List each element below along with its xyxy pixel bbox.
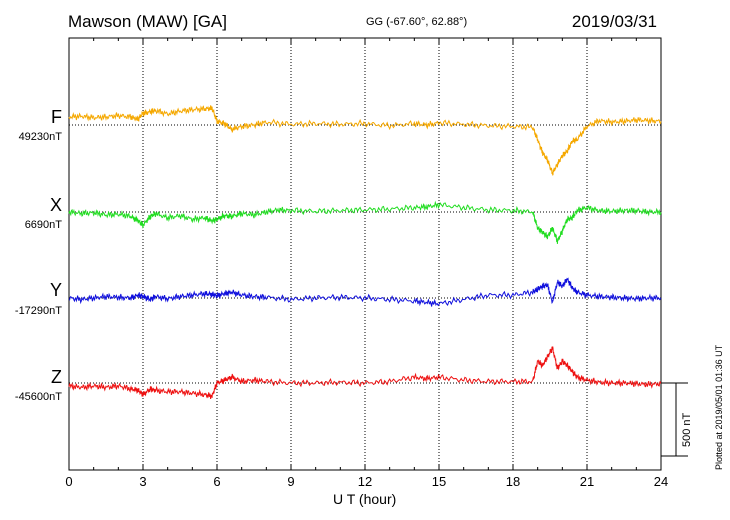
x-axis-label: U T (hour) <box>333 491 397 507</box>
component-label-f: F <box>51 107 62 127</box>
component-label-y: Y <box>49 280 62 300</box>
station-coordinates: GG (-67.60°, 62.88°) <box>366 16 468 28</box>
x-tick-label: 9 <box>287 474 295 489</box>
x-tick-label: 0 <box>65 474 73 489</box>
plotted-timestamp: Plotted at 2019/05/01 01:36 UT <box>714 344 724 470</box>
baseline-label-y: -17290nT <box>14 305 62 317</box>
x-tick-label: 12 <box>357 474 373 489</box>
x-tick-label: 21 <box>579 474 595 489</box>
baseline-label-x: 6690nT <box>24 219 62 231</box>
station-title: Mawson (MAW) [GA] <box>68 12 227 31</box>
scale-bar-label: 500 nT <box>681 412 693 447</box>
x-tick-label: 24 <box>653 474 669 489</box>
baseline-label-f: 49230nT <box>18 131 62 143</box>
plot-date: 2019/03/31 <box>571 12 657 31</box>
component-label-x: X <box>49 195 62 215</box>
baseline-label-z: -45600nT <box>14 391 62 403</box>
x-tick-label: 3 <box>139 474 147 489</box>
x-tick-label: 6 <box>213 474 221 489</box>
series-line-y <box>68 277 662 307</box>
series-line-f <box>68 105 662 176</box>
component-label-z: Z <box>51 367 62 387</box>
series-line-z <box>68 346 662 400</box>
series-line-x <box>68 200 662 244</box>
x-tick-label: 15 <box>431 474 447 489</box>
x-tick-label: 18 <box>505 474 521 489</box>
